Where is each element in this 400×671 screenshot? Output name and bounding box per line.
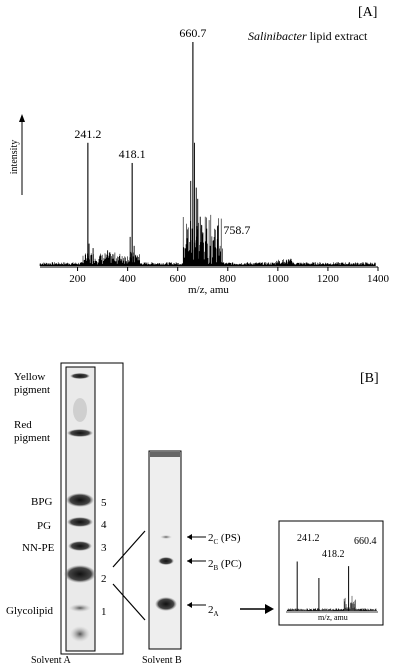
tlc-spot-a (64, 565, 96, 583)
label-pg: PG (37, 520, 52, 532)
lane-number-1: 1 (101, 606, 107, 618)
panel-a-label: [A] (358, 5, 378, 20)
tlc-spot-a (67, 517, 93, 527)
label-glycolipid: Glycolipid (6, 605, 54, 617)
peak-label-418.1: 418.1 (119, 147, 146, 161)
label-bpg: BPG (31, 496, 53, 508)
arrow-2c-head (187, 534, 192, 540)
tlc-spot-b (160, 535, 172, 539)
inset-frame (278, 520, 384, 626)
peak-label-758.7: 758.7 (223, 223, 250, 237)
band-label-2a: 2A (208, 604, 219, 619)
chart-title-rest: lipid extract (306, 29, 368, 43)
lane-number-3: 3 (101, 542, 107, 554)
tlc-spot-b (158, 557, 174, 565)
mass-spectrum-a: 200 400 600 800 1000 1200 1400 241.2 418.1 660.7 7… (19, 26, 390, 285)
band-label-2c: 2C (PS) (208, 532, 241, 547)
inset-peak-label-418: 418.2 (322, 549, 345, 560)
solvent-a-label: Solvent A (31, 655, 71, 666)
x-tick-label: 200 (69, 273, 86, 285)
chart-title-italic: Salinibacter (248, 29, 307, 43)
tlc-spot-a (69, 604, 91, 612)
panel-b-label: [B] (360, 371, 379, 386)
lane-number-4: 4 (101, 519, 107, 531)
x-tick-label: 1000 (267, 273, 290, 285)
peak-label-660.7: 660.7 (179, 26, 206, 40)
lane-number-2: 2 (101, 573, 107, 585)
chart-title: Salinibacter lipid extract (248, 30, 367, 42)
tlc-spot-a (70, 373, 90, 379)
smear-a (73, 398, 87, 422)
band-label-2b: 2B (PC) (208, 558, 242, 573)
solvent-b-label: Solvent B (142, 655, 182, 666)
x-tick-label: 600 (169, 273, 186, 285)
label-red-pigment: Red pigment (14, 419, 51, 444)
arrow-2b-head (187, 558, 192, 564)
intensity-arrow-head (19, 114, 25, 122)
x-tick-label: 800 (220, 273, 237, 285)
label-nn-pe: NN-PE (22, 542, 55, 554)
lane-number-5: 5 (101, 497, 107, 509)
inset-x-axis-label: m/z, amu (318, 613, 348, 622)
label-yellow-pigment: Yellow pigment (14, 371, 51, 396)
peak-label-241.2: 241.2 (74, 127, 101, 141)
arrow-to-inset-head (265, 604, 274, 614)
inset-peak-label-241: 241.2 (297, 533, 320, 544)
x-tick-label: 1200 (317, 273, 340, 285)
plate-b-top-band (150, 452, 180, 457)
tlc-spot-a (66, 493, 94, 507)
x-tick-label: 1400 (367, 273, 390, 285)
x-tick-label: 400 (119, 273, 136, 285)
x-axis-label: m/z, amu (188, 284, 229, 296)
inset-peak-label-660: 660.4 (354, 536, 377, 547)
tlc-spot-b (155, 597, 177, 611)
connector-top (112, 530, 146, 568)
spectrum-baseline (39, 214, 376, 266)
tlc-spot-a (70, 626, 90, 642)
tlc-plate-b (148, 450, 182, 650)
tlc-frame-a (60, 362, 124, 655)
tlc-spot-a (67, 429, 93, 437)
arrow-2a-head (187, 602, 192, 608)
tlc-spot-a (68, 541, 92, 551)
connector-bottom (112, 583, 146, 621)
